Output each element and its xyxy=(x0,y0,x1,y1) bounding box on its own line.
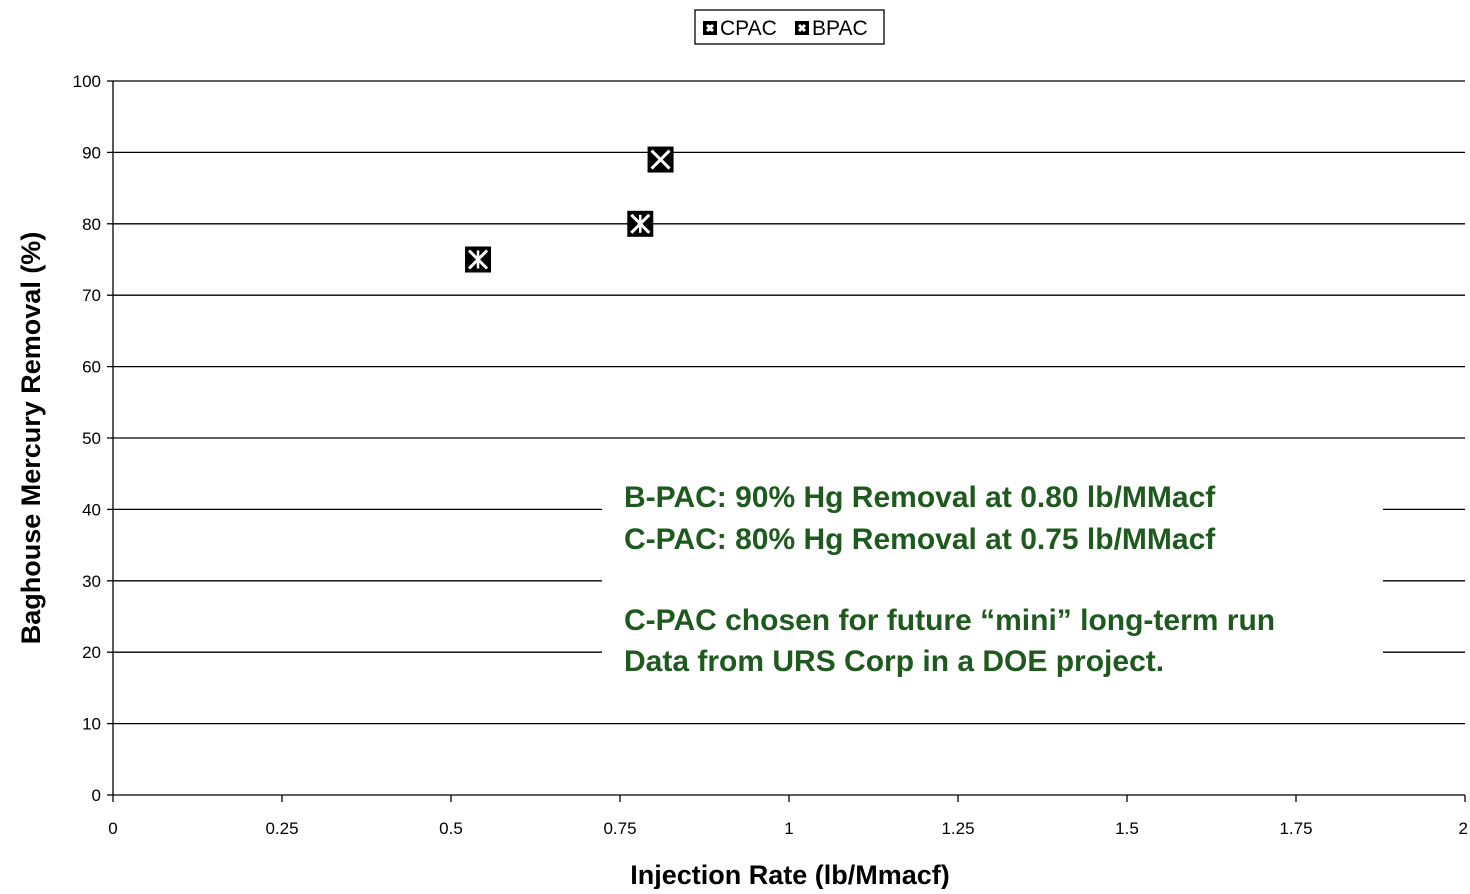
legend: CPAC BPAC xyxy=(694,9,885,45)
annotation-text-block: B-PAC: 90% Hg Removal at 0.80 lb/MMacf C-… xyxy=(624,481,1275,678)
x-tick-label: 0.75 xyxy=(603,819,636,838)
legend-item-bpac: BPAC xyxy=(795,17,868,40)
x-axis-title: Injection Rate (lb/Mmacf) xyxy=(630,860,950,889)
data-points xyxy=(465,146,674,273)
legend-label: CPAC xyxy=(720,17,777,40)
x-tick-label: 0 xyxy=(108,819,117,838)
y-tick-label: 60 xyxy=(82,358,101,377)
y-tick-label: 80 xyxy=(82,215,101,234)
y-tick-label: 0 xyxy=(92,786,101,805)
series-bpac xyxy=(647,146,674,173)
annotation-line: B-PAC: 90% Hg Removal at 0.80 lb/MMacf xyxy=(624,481,1216,514)
y-tick-label: 50 xyxy=(82,429,101,448)
y-axis-title: Baghouse Mercury Removal (%) xyxy=(16,232,46,645)
x-tick-label: 0.5 xyxy=(439,819,463,838)
tick-labels: 0 10 20 30 40 50 60 70 80 90 100 0 0.25 0.5 0.75 1 1.25 1… xyxy=(73,72,1468,838)
data-point-bpac xyxy=(647,146,674,173)
x-tick-label: 1.75 xyxy=(1279,819,1312,838)
x-tick-label: 1.25 xyxy=(941,819,974,838)
series-cpac xyxy=(465,210,654,273)
y-tick-label: 20 xyxy=(82,643,101,662)
y-tick-label: 10 xyxy=(82,715,101,734)
data-point-cpac xyxy=(627,210,654,237)
y-tick-label: 70 xyxy=(82,286,101,305)
y-tick-label: 30 xyxy=(82,572,101,591)
x-tick-label: 2 xyxy=(1459,819,1468,838)
gridlines xyxy=(113,80,1465,725)
x-tick-label: 1 xyxy=(784,819,793,838)
x-tick-label: 1.5 xyxy=(1115,819,1139,838)
legend-item-cpac: CPAC xyxy=(703,17,777,40)
y-tick-label: 40 xyxy=(82,500,101,519)
data-point-cpac xyxy=(465,246,492,273)
annotation-line: Data from URS Corp in a DOE project. xyxy=(624,645,1164,678)
legend-label: BPAC xyxy=(812,17,868,40)
y-tick-label: 90 xyxy=(82,143,101,162)
legend-box xyxy=(694,9,885,45)
x-tick-label: 0.25 xyxy=(265,819,298,838)
y-tick-label: 100 xyxy=(73,72,101,91)
annotation-line: C-PAC: 80% Hg Removal at 0.75 lb/MMacf xyxy=(624,523,1216,556)
annotation-line: C-PAC chosen for future “mini” long-term… xyxy=(624,604,1275,637)
legend-marker-bpac xyxy=(795,21,809,35)
annotation-background xyxy=(602,470,1383,685)
legend-marker-cpac xyxy=(703,21,717,35)
